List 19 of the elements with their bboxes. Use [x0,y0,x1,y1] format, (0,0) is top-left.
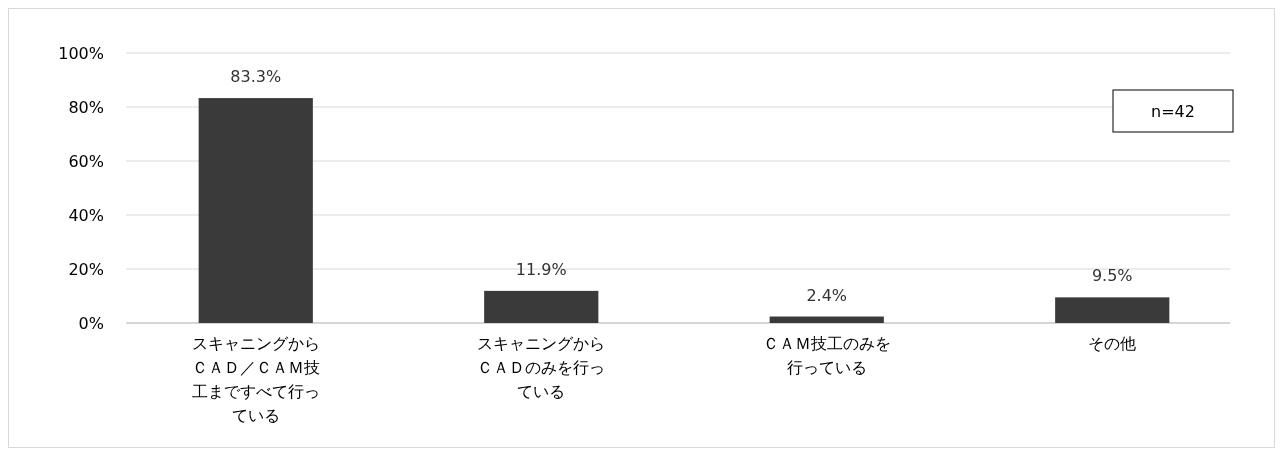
data-label: 11.9% [515,259,567,279]
y-tick-label: 20% [68,259,104,279]
x-tick-label: スキャニングからＣＡＤ／ＣＡＭ技工まですべて行っている [191,334,320,425]
annotation: n=42 [1151,101,1195,121]
data-label: 9.5% [1091,266,1133,286]
bar [1055,297,1170,323]
x-tick-label: その他 [1088,334,1137,353]
y-tick-label: 100% [58,43,104,63]
y-tick-label: 80% [68,97,104,117]
y-tick-label: 0% [78,313,104,333]
y-tick-label: 60% [68,151,104,171]
bar [198,98,313,323]
data-label: 2.4% [806,285,848,305]
data-label: 83.3% [230,67,282,87]
bar [769,316,884,323]
x-tick-label: ＣＡＭ技工のみを行っている [762,334,891,377]
bar [484,290,599,323]
y-tick-label: 40% [68,205,104,225]
x-tick-label: スキャニングからＣＡＤのみを行っている [477,334,606,401]
